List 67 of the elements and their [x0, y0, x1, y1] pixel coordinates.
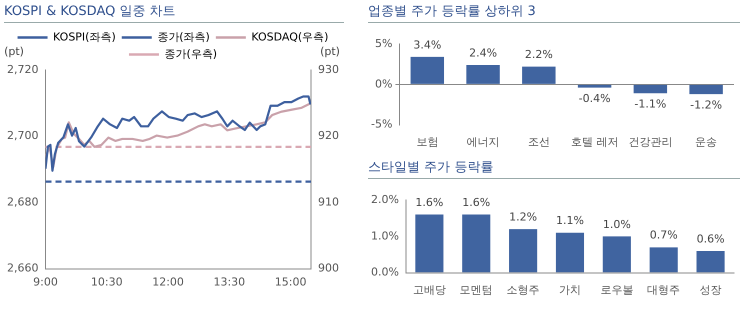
- y-tick-label: 2,720: [6, 62, 38, 76]
- chart-title: 업종별 주가 등락률 상하위 3: [368, 2, 740, 23]
- y-axis-title: (pt): [4, 44, 24, 58]
- data-label: -1.2%: [690, 98, 722, 112]
- x-tick-label: 가치: [558, 283, 581, 296]
- legend-label: 종가(좌측): [157, 30, 210, 44]
- x-tick-label: 모멘텀: [460, 283, 493, 296]
- legend-label: KOSPI(좌측): [53, 30, 116, 44]
- data-label: -1.1%: [634, 98, 666, 111]
- data-label: 0.7%: [650, 228, 678, 242]
- y-tick-label: 0%: [374, 77, 392, 90]
- y2-tick-label: 900: [318, 262, 340, 275]
- x-tick-label: 호텔 레저: [570, 135, 618, 148]
- legend-label: 종가(우측): [164, 47, 218, 60]
- bar: [556, 232, 584, 272]
- chart-title: 스타일별 주가 등락률: [368, 158, 740, 179]
- x-tick-label: 성장: [700, 283, 722, 296]
- y2-tick-label: 910: [318, 195, 340, 208]
- y-tick-label: -5%: [371, 118, 392, 131]
- x-tick-label: 대형주: [647, 283, 680, 296]
- bar: [415, 214, 444, 272]
- y-tick-label: 0.0%: [370, 266, 399, 279]
- y-tick-label: 1.0%: [370, 229, 399, 242]
- y2-tick-label: 920: [318, 129, 340, 142]
- y-tick-label: 5%: [374, 36, 392, 50]
- y2-axis-title: (pt): [320, 44, 340, 58]
- y2-tick-label: 930: [318, 62, 340, 76]
- bar: [466, 65, 500, 84]
- data-label: 0.6%: [696, 232, 725, 246]
- bar: [578, 84, 612, 88]
- bar: [650, 247, 678, 272]
- bar: [696, 250, 725, 272]
- bar: [634, 84, 668, 94]
- x-tick-label: 10:30: [90, 275, 123, 288]
- x-tick-label: 운송: [695, 135, 718, 148]
- x-tick-label: 12:00: [152, 275, 184, 288]
- data-label: 2.2%: [524, 48, 553, 61]
- x-tick-label: 소형주: [506, 283, 540, 296]
- x-tick-label: 13:30: [213, 275, 246, 288]
- data-label: 1.6%: [415, 196, 444, 209]
- x-tick-label: 건강관리: [628, 135, 672, 148]
- data-label: 1.6%: [462, 196, 490, 209]
- data-label: 1.1%: [556, 214, 584, 228]
- data-label: 2.4%: [469, 46, 498, 60]
- data-label: 1.2%: [509, 210, 538, 224]
- y-tick-label: 2,680: [6, 195, 38, 208]
- y-tick-label: 2.0%: [370, 192, 399, 206]
- x-tick-label: 로우볼: [600, 283, 634, 296]
- chart-title: KOSPI & KOSDAQ 일중 차트: [4, 2, 344, 23]
- x-tick-label: 보험: [416, 135, 438, 148]
- x-tick-label: 고배당: [412, 283, 446, 296]
- bar: [509, 229, 538, 272]
- bar: [602, 236, 631, 272]
- data-label: -0.4%: [578, 92, 611, 105]
- bar: [410, 56, 444, 84]
- y-tick-label: 2,700: [6, 129, 38, 142]
- y-tick-label: 2,660: [6, 262, 38, 275]
- x-tick-label: 9:00: [33, 275, 58, 288]
- bar: [462, 214, 490, 272]
- x-tick-label: 에너지: [466, 135, 500, 148]
- bar: [522, 66, 556, 84]
- data-label: 1.0%: [602, 218, 631, 231]
- data-label: 3.4%: [413, 38, 442, 52]
- legend-label: KOSDAQ(우측): [251, 30, 328, 44]
- bar: [689, 84, 723, 94]
- x-tick-label: 15:00: [274, 275, 306, 288]
- x-tick-label: 조선: [528, 135, 550, 148]
